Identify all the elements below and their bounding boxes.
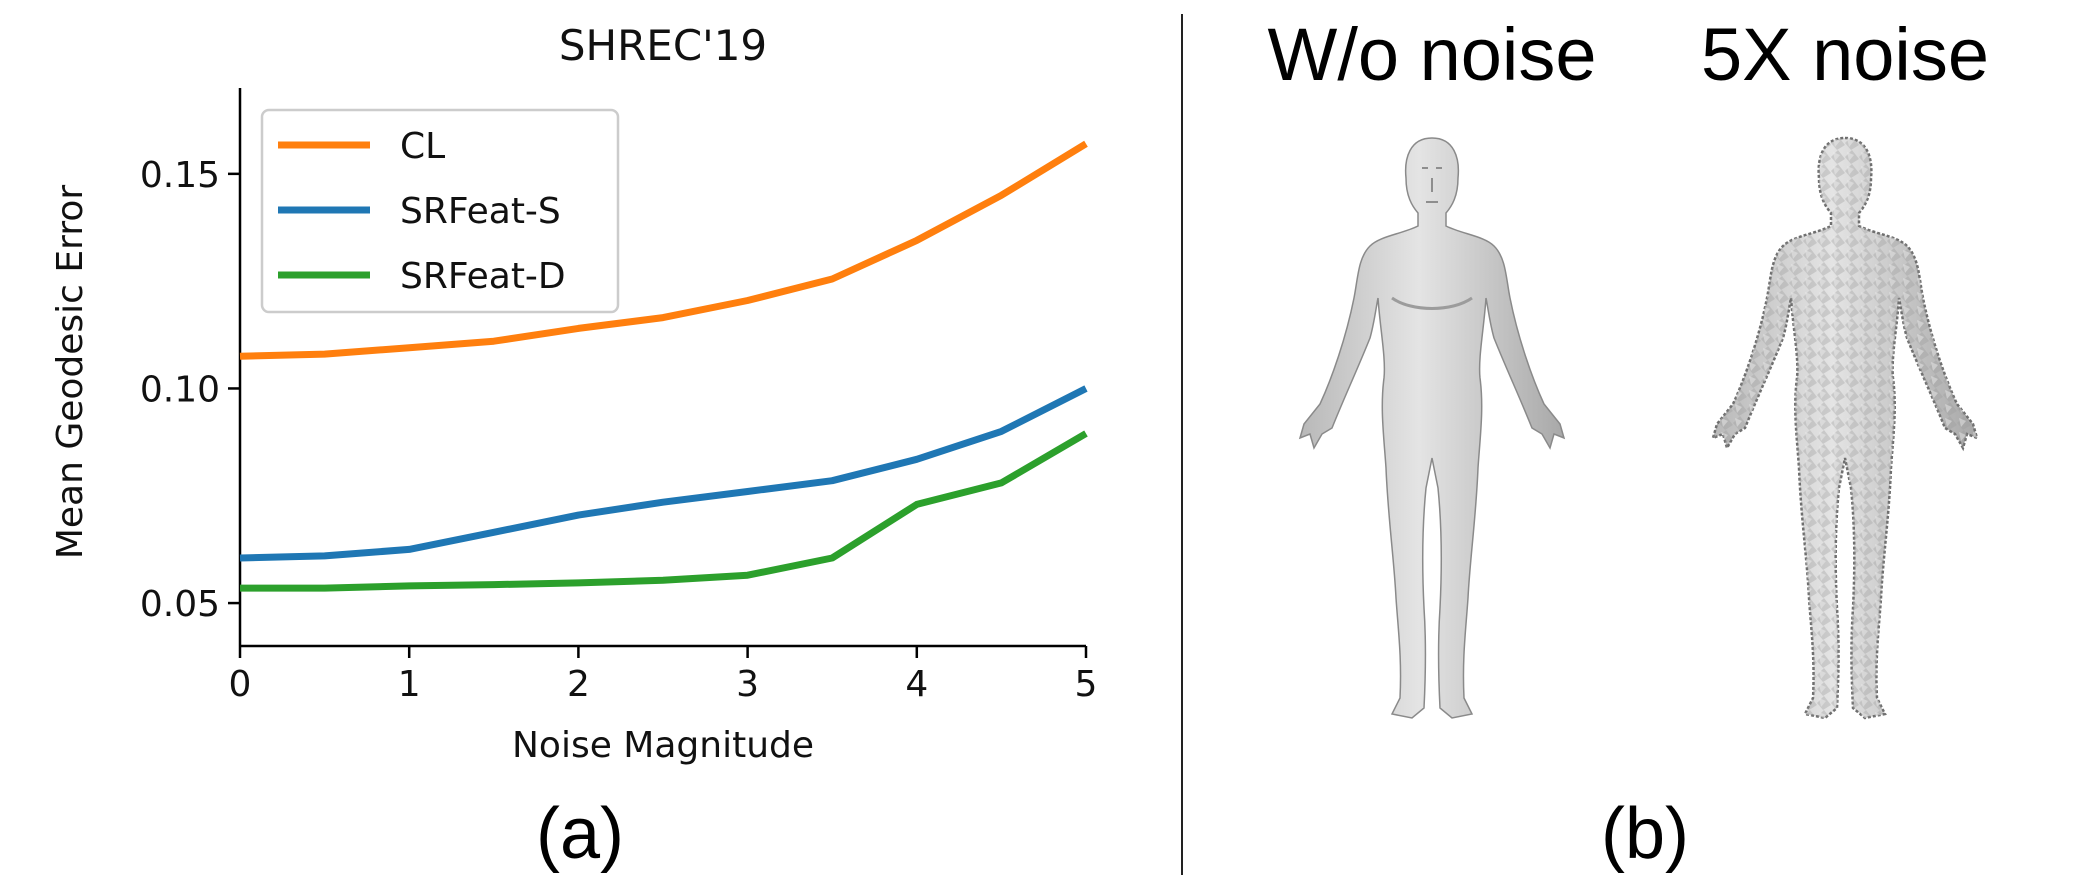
clean-mesh-figure <box>1299 137 1565 719</box>
x-tick-label: 1 <box>398 664 421 705</box>
x-tick-label: 5 <box>1075 664 1098 705</box>
line-chart: SHREC'19 Mean Geodesic Error Noise Magni… <box>50 21 1097 874</box>
x-tick-label: 3 <box>736 664 759 705</box>
noisy-mesh-figure <box>1711 136 1979 720</box>
noisy-mesh-label: 5X noise <box>1701 13 1989 96</box>
series-line-cl <box>239 140 1088 360</box>
clean-mesh-label: W/o noise <box>1267 13 1596 96</box>
series-lines <box>239 140 1088 592</box>
mesh-comparison-panel: W/o noise 5X noise (b) <box>1267 13 1989 874</box>
panel-a-caption: (a) <box>536 794 624 874</box>
y-tick-label: 0.15 <box>140 155 220 196</box>
x-axis-label: Noise Magnitude <box>512 725 814 766</box>
x-tick-label: 2 <box>567 664 590 705</box>
y-tick-label: 0.05 <box>140 584 220 625</box>
series-line-srfeat-s <box>239 385 1088 562</box>
x-tick-label: 4 <box>905 664 928 705</box>
series-line-srfeat-d <box>240 430 1088 592</box>
axis-ticks: 0 1 2 3 4 5 0.05 0.10 0.15 <box>140 155 1098 705</box>
y-tick-label: 0.10 <box>140 369 220 410</box>
legend-label: SRFeat-D <box>400 256 566 297</box>
legend: CL SRFeat-S SRFeat-D <box>260 108 620 314</box>
legend-label: CL <box>400 126 445 167</box>
x-tick-label: 0 <box>229 664 252 705</box>
legend-label: SRFeat-S <box>400 191 561 232</box>
panel-b-caption: (b) <box>1601 794 1689 874</box>
legend-frame <box>260 108 620 314</box>
chart-title: SHREC'19 <box>559 21 767 70</box>
y-axis-label: Mean Geodesic Error <box>50 185 91 560</box>
